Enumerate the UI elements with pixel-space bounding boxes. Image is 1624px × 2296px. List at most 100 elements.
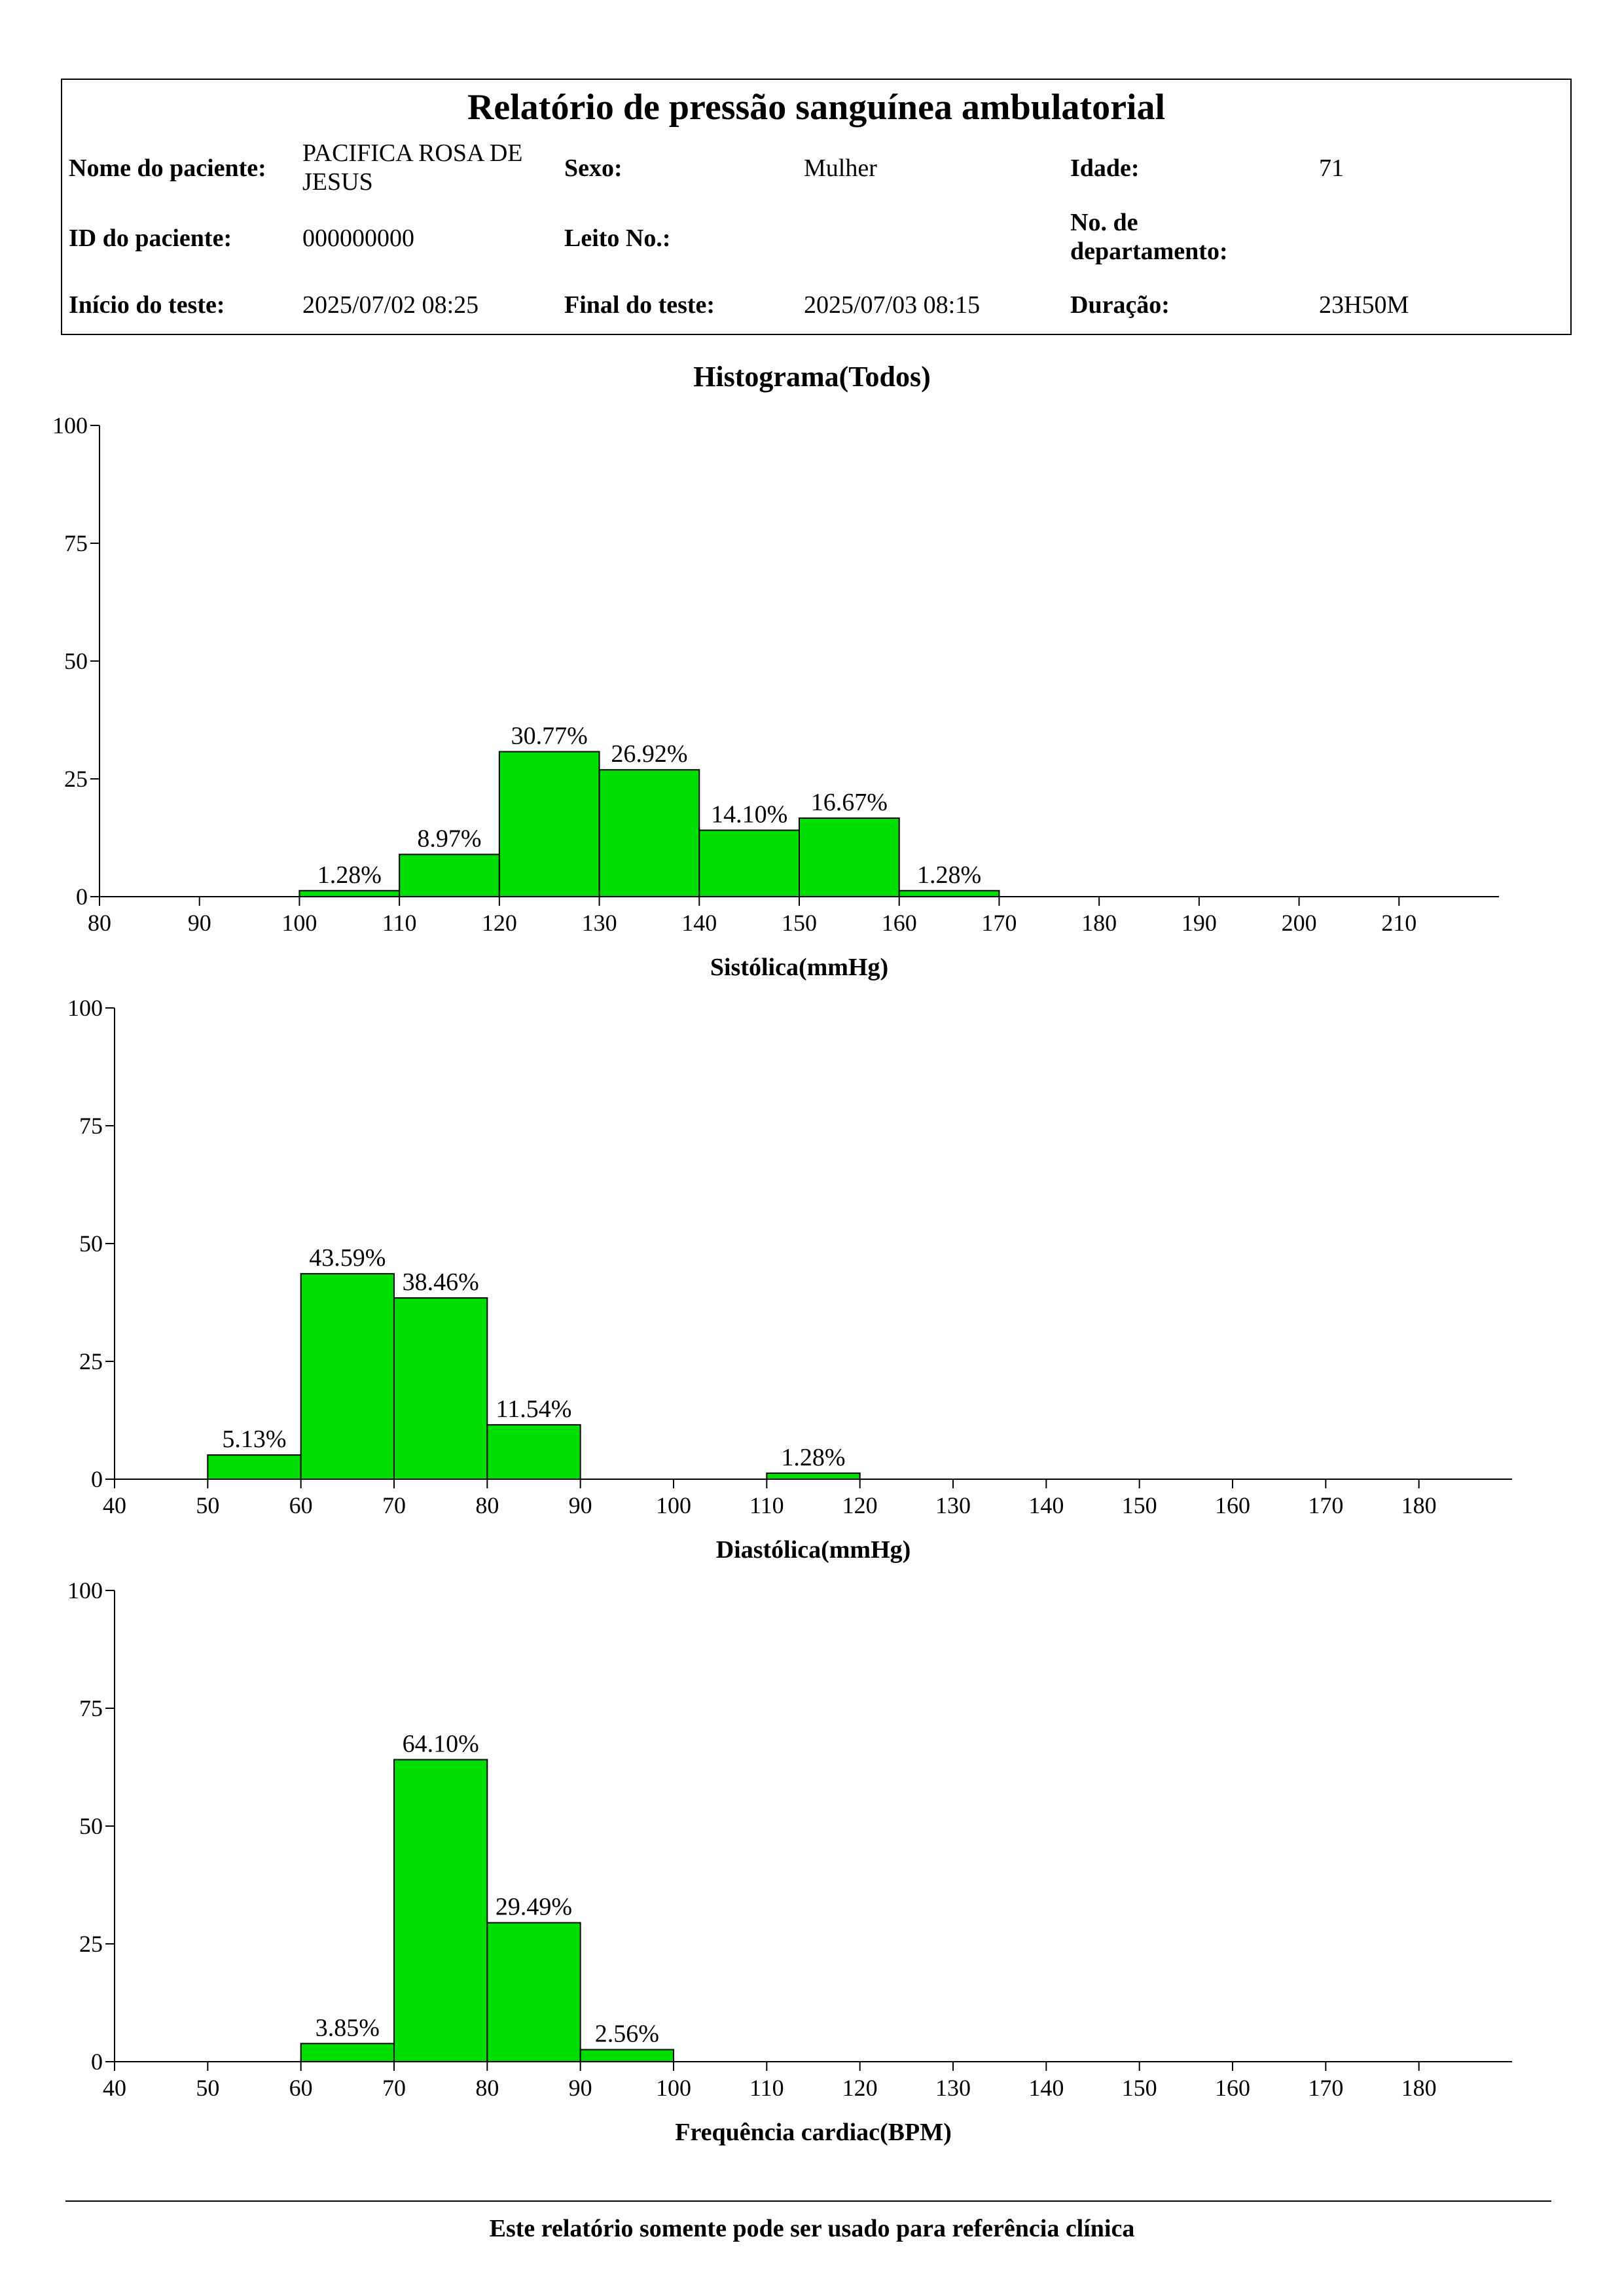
patient-info-box: Relatório de pressão sanguínea ambulator… [61, 79, 1572, 335]
heart-rate-x-tick-label-8: 120 [842, 2075, 878, 2101]
diastolic-x-tick-label-3: 70 [382, 1492, 406, 1518]
systolic-y-tick-label-2: 50 [64, 648, 88, 674]
heart-rate-x-tick-label-2: 60 [289, 2075, 313, 2101]
systolic-y-tick-label-1: 25 [64, 766, 88, 792]
diastolic-bar-label-4: 1.28% [781, 1444, 845, 1471]
heart-rate-x-axis-label: Frequência cardiac(BPM) [675, 2119, 951, 2146]
footer-note: Este relatório somente pode ser usado pa… [489, 2215, 1135, 2242]
diastolic-x-tick-label-6: 100 [656, 1492, 691, 1518]
diastolic-x-tick-label-5: 90 [569, 1492, 592, 1518]
diastolic-x-axis-label: Diastólica(mmHg) [716, 1536, 911, 1564]
age-value: 71 [1319, 154, 1344, 182]
diastolic-x-tick-label-8: 120 [842, 1492, 878, 1518]
systolic-x-tick-label-6: 140 [681, 910, 717, 936]
diastolic-x-tick-label-12: 160 [1215, 1492, 1250, 1518]
end-label: Final do teste: [564, 291, 715, 319]
heart-rate-bar-label-3: 2.56% [595, 2020, 659, 2048]
systolic-bar-0 [298, 889, 401, 897]
systolic-bar-5 [799, 817, 900, 898]
diastolic-x-tick-label-14: 180 [1401, 1492, 1437, 1518]
diastolic-x-tick-label-1: 50 [196, 1492, 219, 1518]
diastolic-y-tick-label-0: 0 [91, 1466, 103, 1492]
systolic-x-tick-label-0: 80 [88, 910, 111, 936]
start-label: Início do teste: [69, 291, 225, 319]
systolic-x-axis-label: Sistólica(mmHg) [710, 954, 888, 981]
patient-id-value: 000000000 [302, 224, 414, 252]
patient-name-label: Nome do paciente: [69, 154, 266, 182]
systolic-bar-label-0: 1.28% [317, 861, 382, 889]
systolic-x-tick-label-11: 190 [1182, 910, 1217, 936]
diastolic-bar-label-0: 5.13% [222, 1426, 286, 1453]
heart-rate-x-tick-label-4: 80 [475, 2075, 499, 2101]
heart-rate-y-tick-label-2: 50 [79, 1813, 103, 1839]
department-label: No. de departamento: [1070, 209, 1228, 265]
systolic-x-tick-label-2: 100 [281, 910, 317, 936]
diastolic-bar-1 [300, 1273, 395, 1480]
heart-rate-x-tick-label-0: 40 [103, 2075, 126, 2101]
diastolic-bar-label-3: 11.54% [496, 1395, 572, 1423]
diastolic-bar-4 [766, 1472, 861, 1480]
heart-rate-histogram: 3.85% 64.10% 29.49% 2.56% 0 25 50 75 100 40 50 60 70… [67, 1577, 1512, 2146]
diastolic-x-tick-label-11: 150 [1122, 1492, 1157, 1518]
systolic-bar-3 [598, 769, 700, 898]
systolic-bar-1 [399, 853, 500, 898]
start-value: 2025/07/02 08:25 [302, 291, 479, 319]
diastolic-x-tick-label-2: 60 [289, 1492, 313, 1518]
diastolic-bar-label-2: 38.46% [403, 1268, 479, 1296]
diastolic-bar-3 [486, 1424, 581, 1480]
patient-id-label: ID do paciente: [69, 224, 232, 252]
diastolic-x-tick-label-13: 170 [1308, 1492, 1343, 1518]
diastolic-y-tick-label-2: 50 [79, 1230, 103, 1257]
systolic-x-tick-label-12: 200 [1282, 910, 1317, 936]
systolic-bar-2 [498, 751, 600, 897]
diastolic-bar-2 [393, 1297, 488, 1480]
heart-rate-bar-3 [579, 2049, 675, 2062]
heart-rate-x-tick-label-5: 90 [569, 2075, 592, 2101]
heart-rate-y-tick-label-3: 75 [79, 1695, 103, 1721]
systolic-x-tick-label-13: 210 [1381, 910, 1416, 936]
heart-rate-x-tick-label-12: 160 [1215, 2075, 1250, 2101]
end-value: 2025/07/03 08:15 [804, 291, 981, 319]
systolic-bar-label-4: 14.10% [711, 800, 787, 828]
systolic-x-tick-label-3: 110 [382, 910, 417, 936]
systolic-x-tick-label-8: 160 [882, 910, 917, 936]
systolic-bar-label-6: 1.28% [917, 861, 981, 889]
heart-rate-x-tick-label-7: 110 [749, 2075, 784, 2101]
systolic-x-tick-label-10: 180 [1081, 910, 1117, 936]
systolic-y-tick-label-0: 0 [76, 884, 88, 910]
systolic-y-tick-label-3: 75 [64, 530, 88, 556]
heart-rate-bar-0 [300, 2043, 395, 2063]
age-label: Idade: [1070, 154, 1140, 182]
duration-value: 23H50M [1319, 291, 1409, 319]
heart-rate-bar-2 [486, 1922, 581, 2062]
diastolic-y-tick-label-1: 25 [79, 1348, 103, 1374]
diastolic-y-tick-label-4: 100 [67, 995, 103, 1021]
heart-rate-x-tick-label-6: 100 [656, 2075, 691, 2101]
sex-label: Sexo: [564, 154, 623, 182]
heart-rate-x-tick-label-10: 140 [1028, 2075, 1064, 2101]
heart-rate-x-tick-label-1: 50 [196, 2075, 219, 2101]
systolic-histogram: 1.28% 8.97% 30.77% 26.92% 14.10% 16.67% 1.28% 0… [52, 412, 1499, 981]
heart-rate-x-tick-label-3: 70 [382, 2075, 406, 2101]
systolic-bar-label-3: 26.92% [611, 740, 687, 768]
systolic-bar-6 [898, 889, 1000, 897]
histogram-title: Histograma(Todos) [693, 361, 931, 393]
sex-value: Mulher [804, 154, 877, 182]
heart-rate-y-tick-label-4: 100 [67, 1577, 103, 1604]
footer-divider [65, 2200, 1551, 2202]
duration-label: Duração: [1070, 291, 1170, 319]
diastolic-x-tick-label-10: 140 [1028, 1492, 1064, 1518]
systolic-x-tick-label-7: 150 [782, 910, 817, 936]
diastolic-bar-0 [207, 1454, 302, 1480]
systolic-bar-4 [698, 829, 801, 897]
systolic-bar-label-2: 30.77% [511, 722, 588, 749]
heart-rate-x-tick-label-11: 150 [1122, 2075, 1157, 2101]
bed-label: Leito No.: [564, 224, 671, 252]
systolic-x-tick-label-4: 120 [482, 910, 517, 936]
systolic-bar-label-5: 16.67% [811, 789, 888, 816]
heart-rate-bar-label-2: 29.49% [496, 1893, 572, 1921]
diastolic-y-tick-label-3: 75 [79, 1113, 103, 1139]
diastolic-x-tick-label-4: 80 [475, 1492, 499, 1518]
heart-rate-x-tick-label-13: 170 [1308, 2075, 1343, 2101]
diastolic-x-tick-label-7: 110 [749, 1492, 784, 1518]
